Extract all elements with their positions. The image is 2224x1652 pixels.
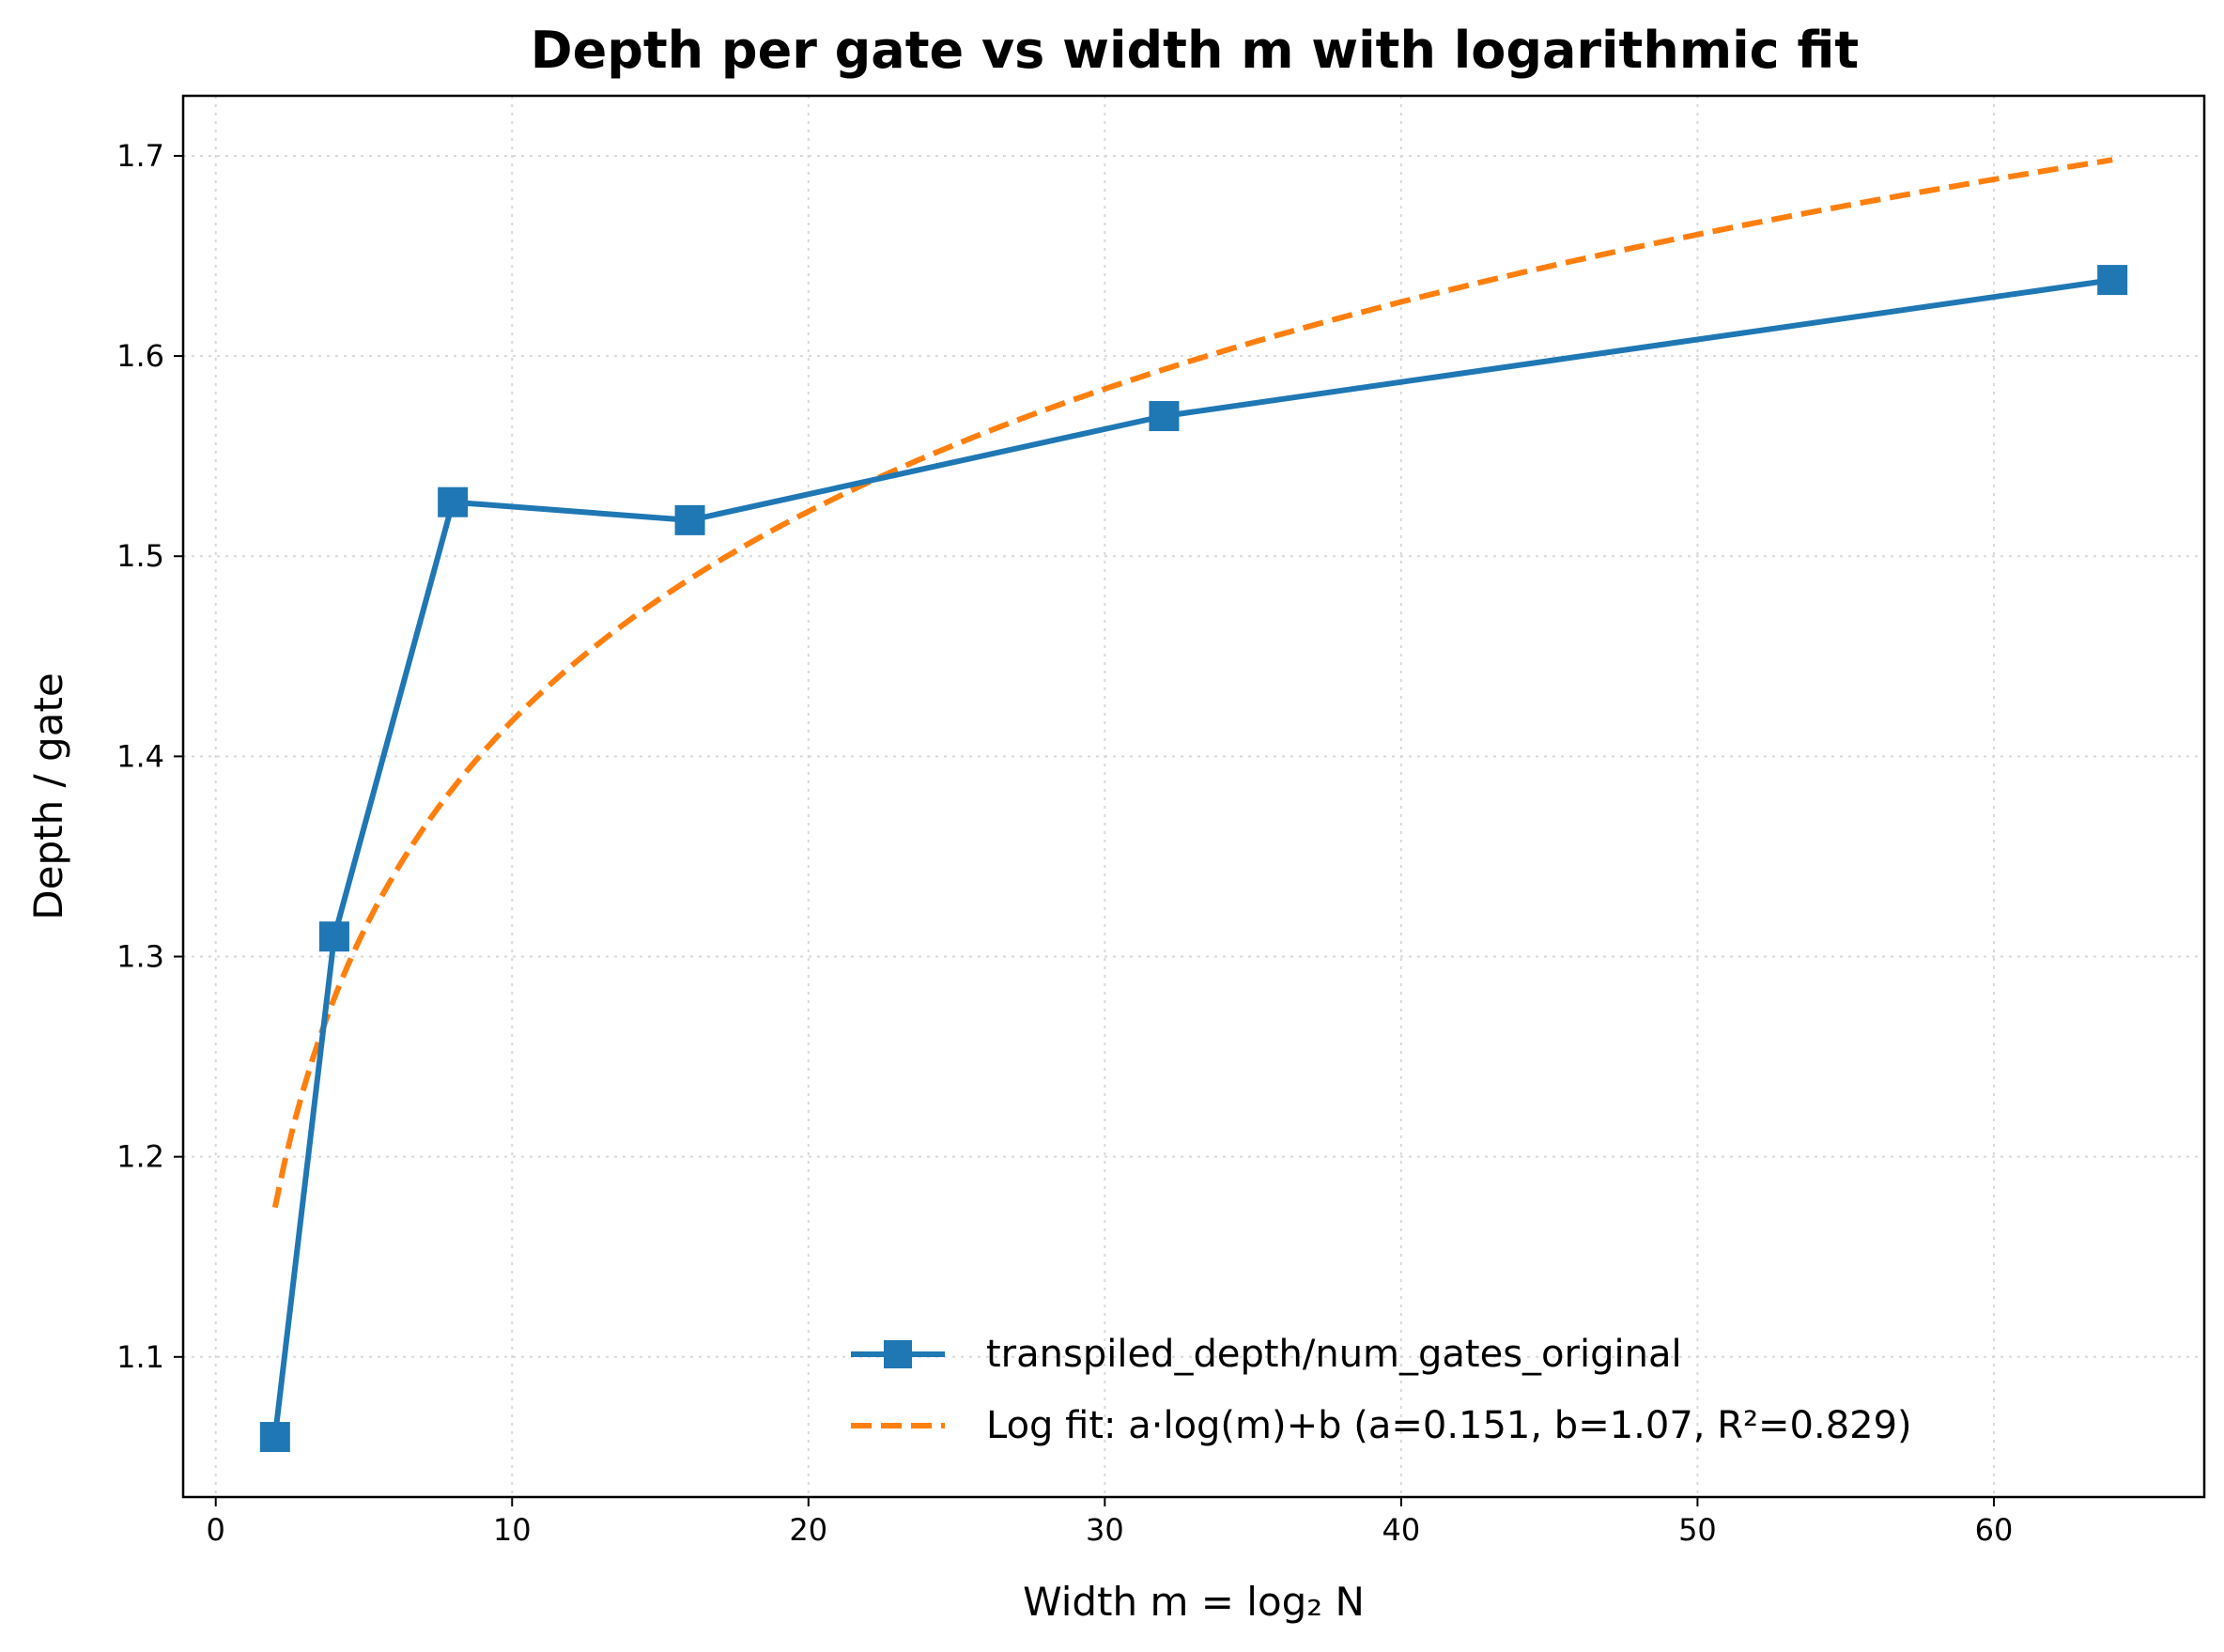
y-axis-label: Depth / gate: [25, 672, 71, 919]
legend: transpiled_depth/num_gates_original Log …: [851, 1333, 1912, 1447]
chart-title: Depth per gate vs width m with logarithm…: [531, 21, 1860, 80]
fit-line: [271, 157, 2113, 1209]
data-point: [259, 1422, 290, 1453]
plot-frame: [181, 94, 2206, 1499]
legend-label-data: transpiled_depth/num_gates_original: [986, 1333, 1682, 1376]
x-tick-label: 0: [207, 1512, 225, 1548]
y-tick-label: 1.2: [116, 1139, 164, 1175]
data-point: [318, 921, 349, 952]
x-tick-label: 30: [1086, 1512, 1124, 1548]
y-tick-label: 1.4: [116, 738, 164, 774]
data-point: [2097, 265, 2128, 296]
data-point: [438, 486, 469, 517]
grid-lines: [183, 96, 2204, 1497]
data-point: [674, 504, 705, 535]
legend-label-fit: Log fit: a·log(m)+b (a=0.151, b=1.07, R²…: [986, 1404, 1912, 1447]
y-tick-label: 1.1: [116, 1339, 164, 1375]
legend-marker-data: [884, 1340, 912, 1368]
data-line: [271, 277, 2113, 1438]
y-tick-label: 1.6: [116, 338, 164, 374]
x-tick-label: 40: [1382, 1512, 1421, 1548]
y-tick-label: 1.5: [116, 538, 164, 574]
x-tick-label: 20: [789, 1512, 827, 1548]
y-tick-label: 1.3: [116, 939, 164, 975]
x-tick-label: 60: [1975, 1512, 2014, 1548]
x-tick-label: 10: [493, 1512, 532, 1548]
x-axis-label: Width m = log₂ N: [1023, 1579, 1365, 1625]
x-tick-label: 50: [1678, 1512, 1717, 1548]
data-point: [1149, 401, 1180, 432]
fit-series: [271, 157, 2113, 1209]
data-series: [259, 265, 2128, 1453]
y-tick-label: 1.7: [116, 138, 164, 174]
axis-ticks: 0 10 20 30 40 50 60 1.1 1.2 1.3 1.4 1.5 1.6 1.7: [116, 138, 2013, 1548]
